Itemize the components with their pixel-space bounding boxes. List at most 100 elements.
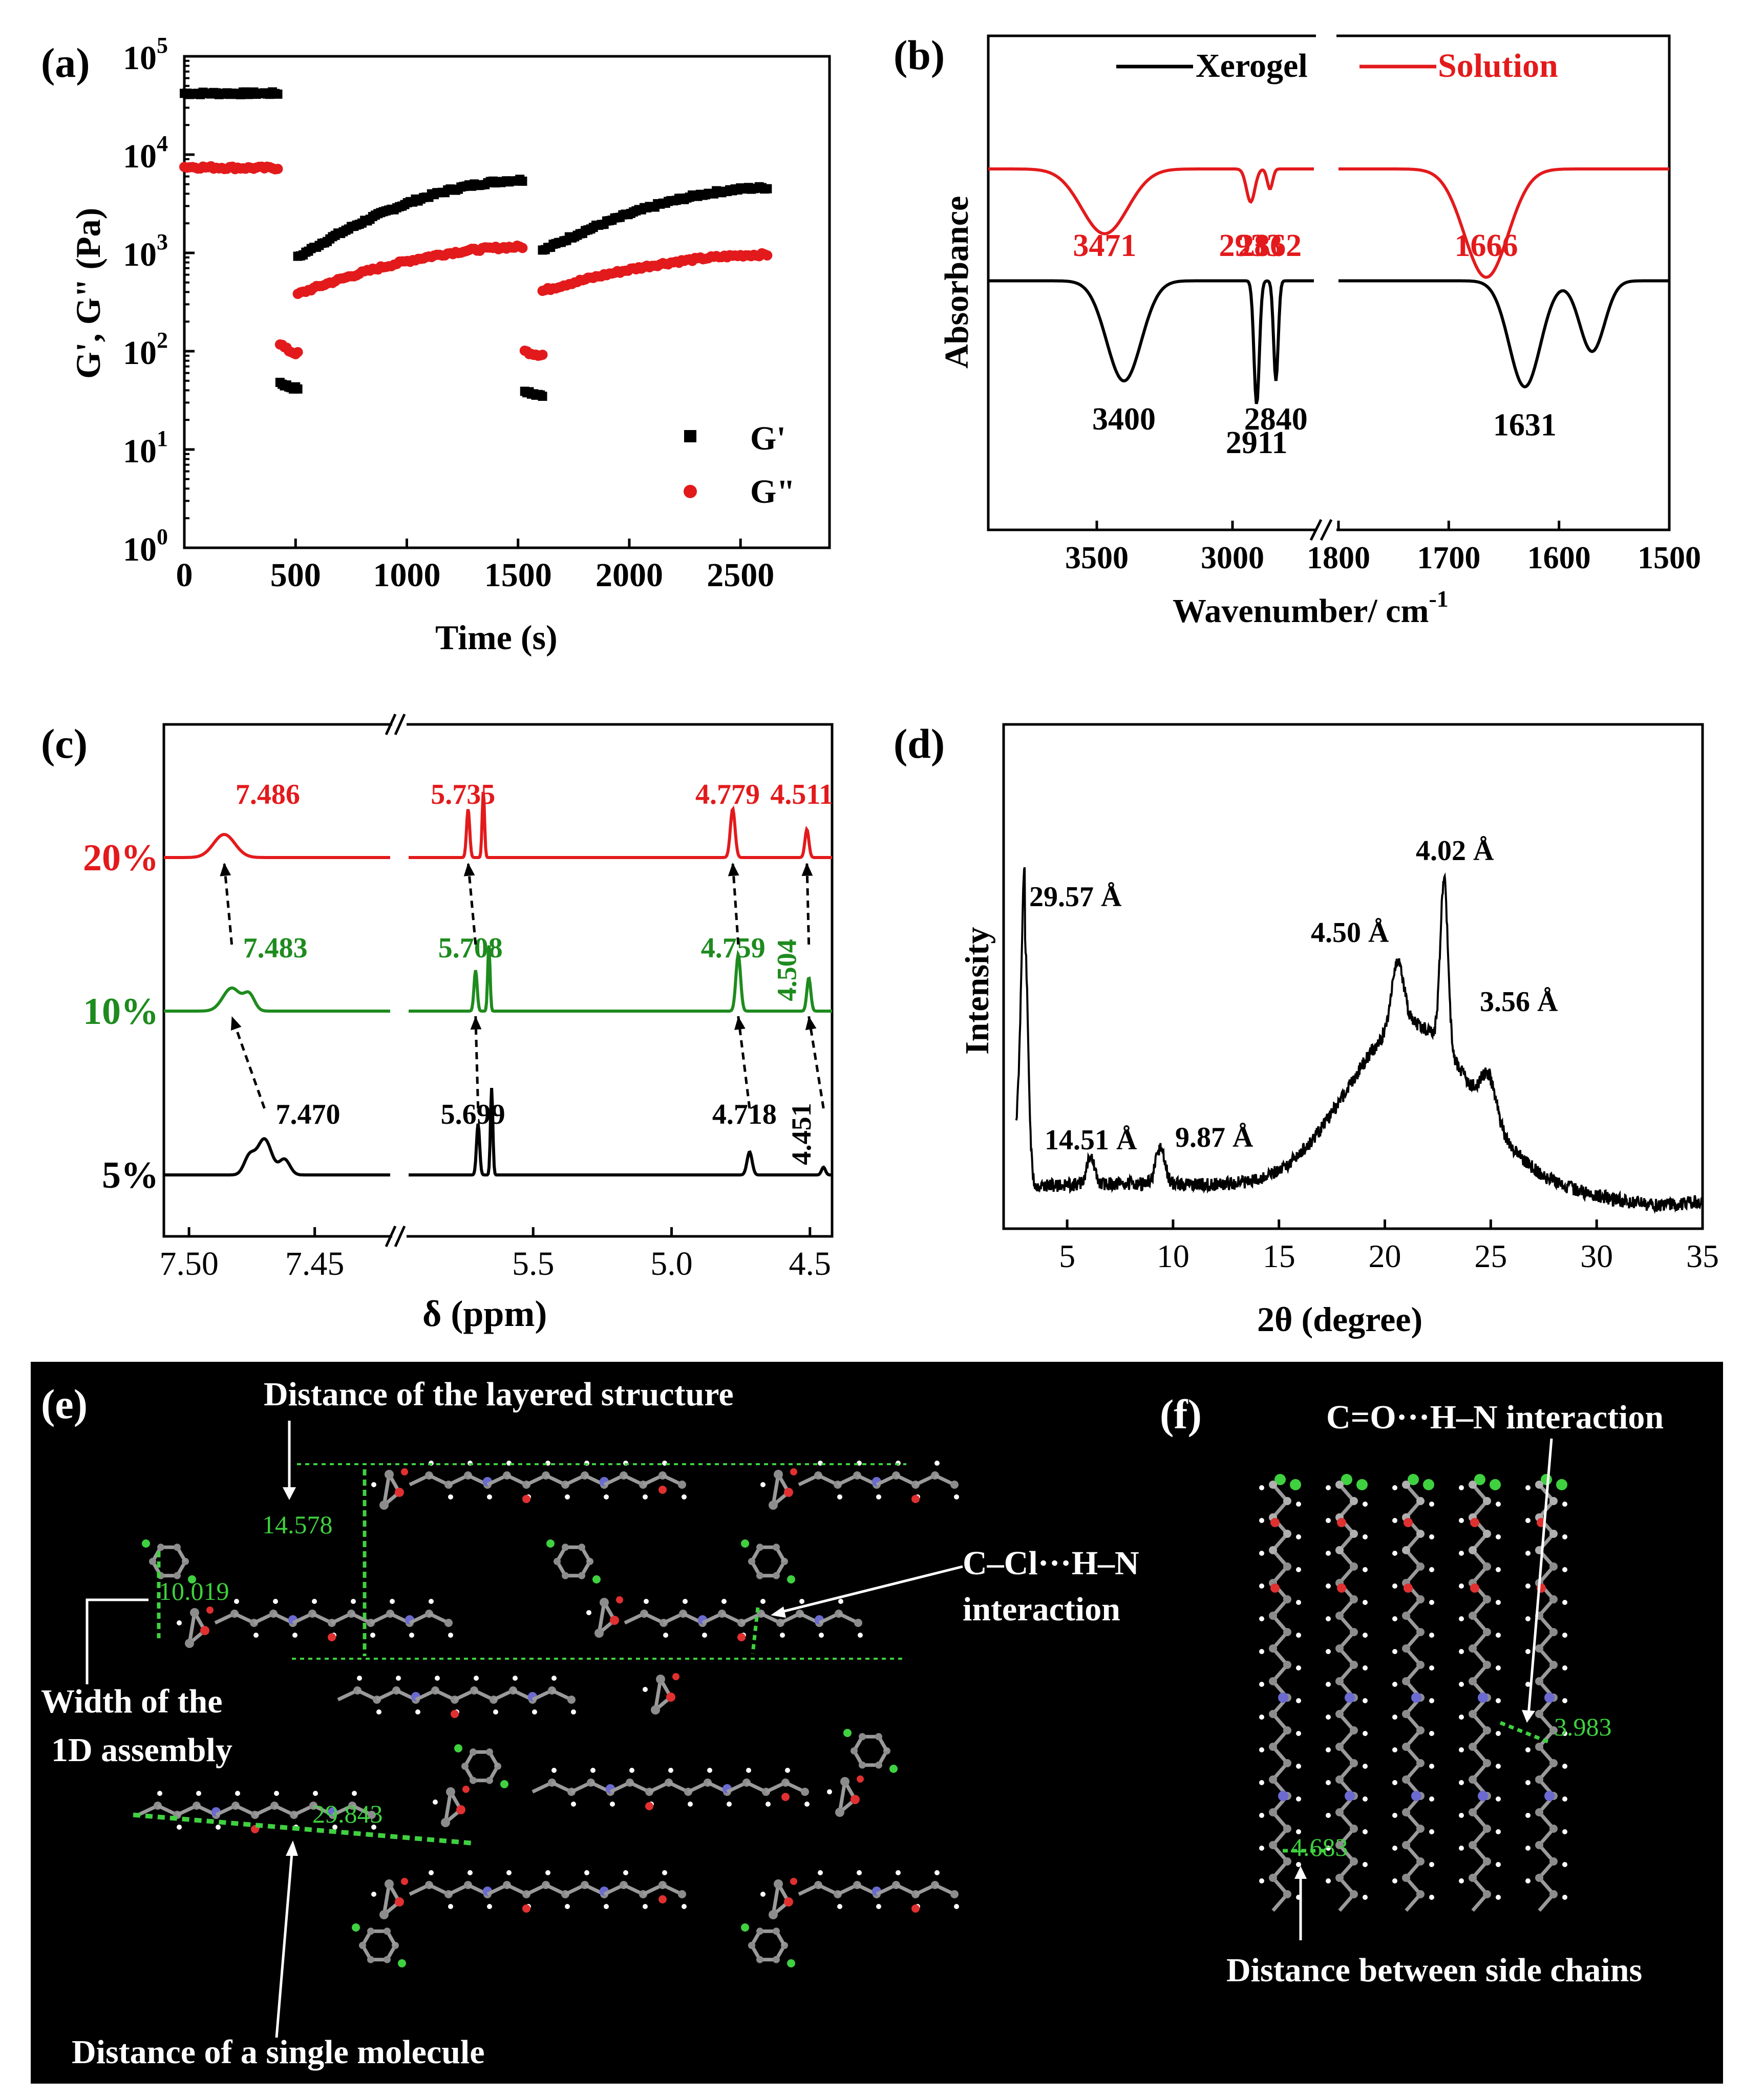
peak-label-c: 4.779 — [695, 779, 760, 810]
y-tick-base: 10 — [123, 138, 157, 175]
x-axis-label-a: Time (s) — [435, 618, 558, 657]
plot-frame-a — [183, 55, 831, 549]
atom-sphere — [487, 1494, 492, 1500]
atom-sphere — [851, 1747, 858, 1754]
atom-sphere — [513, 1676, 518, 1681]
atom-sphere — [859, 1761, 866, 1769]
atom-sphere — [773, 1956, 780, 1963]
atom-sphere — [1549, 1628, 1558, 1636]
atom-sphere — [157, 1791, 162, 1796]
atom-sphere — [1483, 1562, 1491, 1571]
atom-sphere — [177, 1825, 182, 1830]
x-tick-label-b: 1800 — [1307, 541, 1370, 575]
atom-sphere — [672, 1673, 679, 1680]
atom-sphere — [1416, 1628, 1425, 1636]
ccl-label-line1: C–Cl···H–N — [963, 1545, 1139, 1582]
y-axis-label-d: Intensity — [959, 927, 996, 1055]
atom-sphere — [748, 1558, 755, 1565]
atom-sphere — [835, 1808, 844, 1817]
atom-sphere — [1429, 1665, 1434, 1670]
x-axis-label-d: 2θ (degree) — [1257, 1300, 1422, 1339]
atom-sphere — [1274, 1474, 1286, 1485]
atom-sphere — [1283, 1595, 1291, 1603]
atom-sphere — [1296, 1502, 1301, 1507]
solution-spectrum-line — [988, 167, 1314, 235]
atom-sphere — [554, 1558, 561, 1565]
legend-a: G' G" — [684, 420, 795, 510]
peak-label-d: 4.50 Å — [1311, 917, 1389, 949]
atom-sphere — [1429, 1862, 1434, 1867]
atom-sphere — [351, 1599, 356, 1604]
atom-sphere — [1535, 1743, 1543, 1751]
atom-sphere — [784, 1488, 793, 1497]
atom-sphere — [1549, 1726, 1558, 1734]
atom-sphere — [1429, 1829, 1434, 1834]
atom-sphere — [1469, 1481, 1477, 1489]
atom-sphere — [737, 1633, 746, 1641]
atom-sphere — [1459, 1518, 1464, 1523]
atom-sphere — [368, 1811, 376, 1819]
atom-sphere — [911, 1904, 920, 1913]
atom-sphere — [1335, 1612, 1344, 1620]
atom-sphere — [1283, 1890, 1291, 1898]
shift-arrow-head — [734, 1016, 746, 1030]
peak-label-d: 29.57 Å — [1029, 881, 1122, 913]
atom-sphere — [1350, 1530, 1358, 1538]
atom-sphere — [359, 1942, 366, 1949]
atom-sphere — [756, 1572, 763, 1579]
atom-sphere — [1429, 1502, 1434, 1507]
x-tick-label-a: 2500 — [707, 556, 774, 594]
atom-sphere — [1496, 1665, 1501, 1670]
atom-sphere — [950, 1481, 959, 1489]
atom-sphere — [1350, 1661, 1358, 1669]
axis-break-mark — [385, 1225, 397, 1248]
atom-sphere — [1363, 1764, 1368, 1769]
atom-sphere — [1429, 1698, 1434, 1703]
data-points-a — [179, 87, 773, 401]
peak-label-d: 9.87 Å — [1175, 1122, 1253, 1153]
atom-sphere — [876, 1494, 881, 1500]
atom-sphere — [651, 1705, 660, 1715]
x-axis-label-b-text: Wavenumber/ cm — [1173, 592, 1429, 630]
atom-sphere — [1549, 1825, 1558, 1833]
y-tick-label-a: 105 — [123, 33, 168, 77]
data-point-gdouble — [292, 347, 303, 357]
atom-sphere — [448, 1494, 453, 1500]
xrd-pattern-line — [1015, 867, 1704, 1214]
bond-stick — [382, 1883, 391, 1915]
atom-sphere — [1363, 1796, 1368, 1802]
atom-sphere — [801, 1788, 809, 1796]
atom-sphere — [385, 1470, 394, 1479]
atom-sphere — [1416, 1726, 1425, 1734]
atom-sphere — [395, 1488, 404, 1497]
atom-sphere — [1363, 1698, 1368, 1703]
atom-sphere — [773, 1572, 780, 1579]
atom-sphere — [662, 1870, 667, 1875]
atom-sphere — [1535, 1644, 1543, 1653]
atom-sphere — [571, 1709, 576, 1715]
atom-sphere — [1469, 1808, 1477, 1816]
atom-sphere — [546, 1539, 555, 1548]
atom-sphere — [1483, 1759, 1491, 1767]
atom-sphere — [1470, 1518, 1479, 1527]
legend-b: Xerogel Solution — [1116, 47, 1558, 84]
atom-sphere — [451, 1710, 459, 1718]
shift-arrow-head — [470, 1016, 482, 1030]
co-interaction-value: 3.983 — [1554, 1712, 1612, 1741]
atom-sphere — [1525, 1485, 1531, 1490]
atom-sphere — [1345, 1791, 1355, 1801]
atom-sphere — [367, 1927, 374, 1935]
atom-sphere — [1549, 1759, 1558, 1767]
nmr-spectrum-line — [409, 945, 832, 1013]
atom-sphere — [1296, 1633, 1301, 1638]
ccl-label-line2: interaction — [963, 1591, 1120, 1628]
pointer-head — [1294, 1866, 1307, 1879]
shift-arrow-line — [805, 862, 811, 945]
x-ticks-d: 5 10 15 20 25 30 35 — [1059, 1219, 1719, 1274]
atom-sphere — [1269, 1677, 1277, 1685]
atom-sphere — [1416, 1661, 1425, 1669]
atom-sphere — [1259, 1715, 1264, 1720]
y-tick-base: 10 — [123, 433, 157, 470]
atom-sphere — [1459, 1649, 1464, 1654]
atom-sphere — [1326, 1616, 1331, 1621]
